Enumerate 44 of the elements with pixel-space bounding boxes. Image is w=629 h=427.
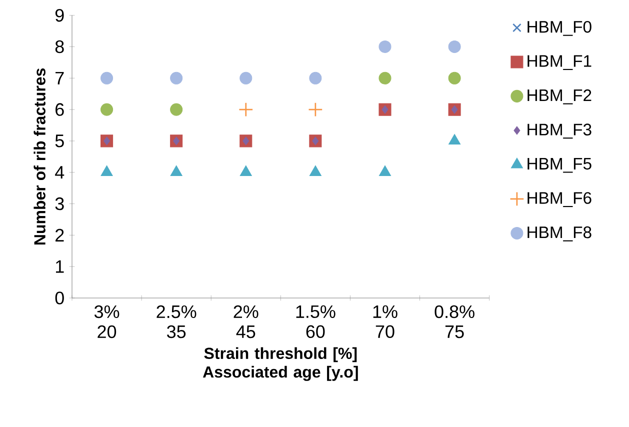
point — [104, 136, 110, 146]
x-tick-label: 2% 45 — [234, 305, 258, 338]
legend-label: HBM_F0 — [528, 20, 592, 36]
point — [240, 72, 252, 84]
point — [170, 72, 183, 84]
x-axis-title: Strain threshold [%] Associated age [y.o] — [202, 347, 358, 381]
x-tick-label: 0.8% 75 — [434, 305, 474, 338]
y-tick-label: 6 — [56, 103, 64, 116]
y-tick-label: 4 — [55, 166, 64, 179]
point — [309, 72, 322, 84]
point — [100, 103, 114, 116]
point — [378, 72, 392, 84]
point — [378, 40, 392, 54]
y-tick-label: 1 — [56, 260, 64, 273]
y-tick-label: 9 — [55, 8, 64, 22]
legend-label: HBM_F2 — [528, 89, 592, 104]
legend-label: HBM_F1 — [528, 55, 592, 70]
point — [308, 102, 323, 117]
x-tick-label: 3% 20 — [94, 305, 120, 338]
x-tick-label: 1.5% 60 — [296, 305, 336, 338]
y-tick-label: 5 — [55, 134, 64, 148]
legend-label: HBM_F8 — [528, 226, 592, 242]
point — [100, 72, 114, 84]
point — [451, 105, 458, 114]
point — [242, 136, 250, 146]
y-tick-label: 3 — [55, 197, 64, 210]
point — [448, 40, 461, 54]
y-axis-title: Number of rib fractures — [34, 68, 46, 244]
point — [173, 136, 180, 146]
legend-label: HBM_F3 — [528, 124, 592, 139]
x-tick-label: 2.5% 35 — [156, 305, 196, 338]
point — [448, 134, 461, 145]
x-tick-label: 1% 70 — [373, 305, 398, 338]
y-tick-label: 2 — [56, 228, 64, 242]
legend-label: HBM_F6 — [528, 192, 592, 208]
y-tick-label: 7 — [56, 72, 64, 84]
point — [312, 136, 319, 146]
point — [170, 103, 183, 116]
point — [382, 105, 388, 114]
y-tick-label: 0 — [55, 292, 64, 304]
point — [238, 102, 254, 117]
point — [448, 72, 461, 84]
y-tick-label: 8 — [55, 40, 64, 54]
legend-label: HBM_F5 — [528, 158, 592, 173]
